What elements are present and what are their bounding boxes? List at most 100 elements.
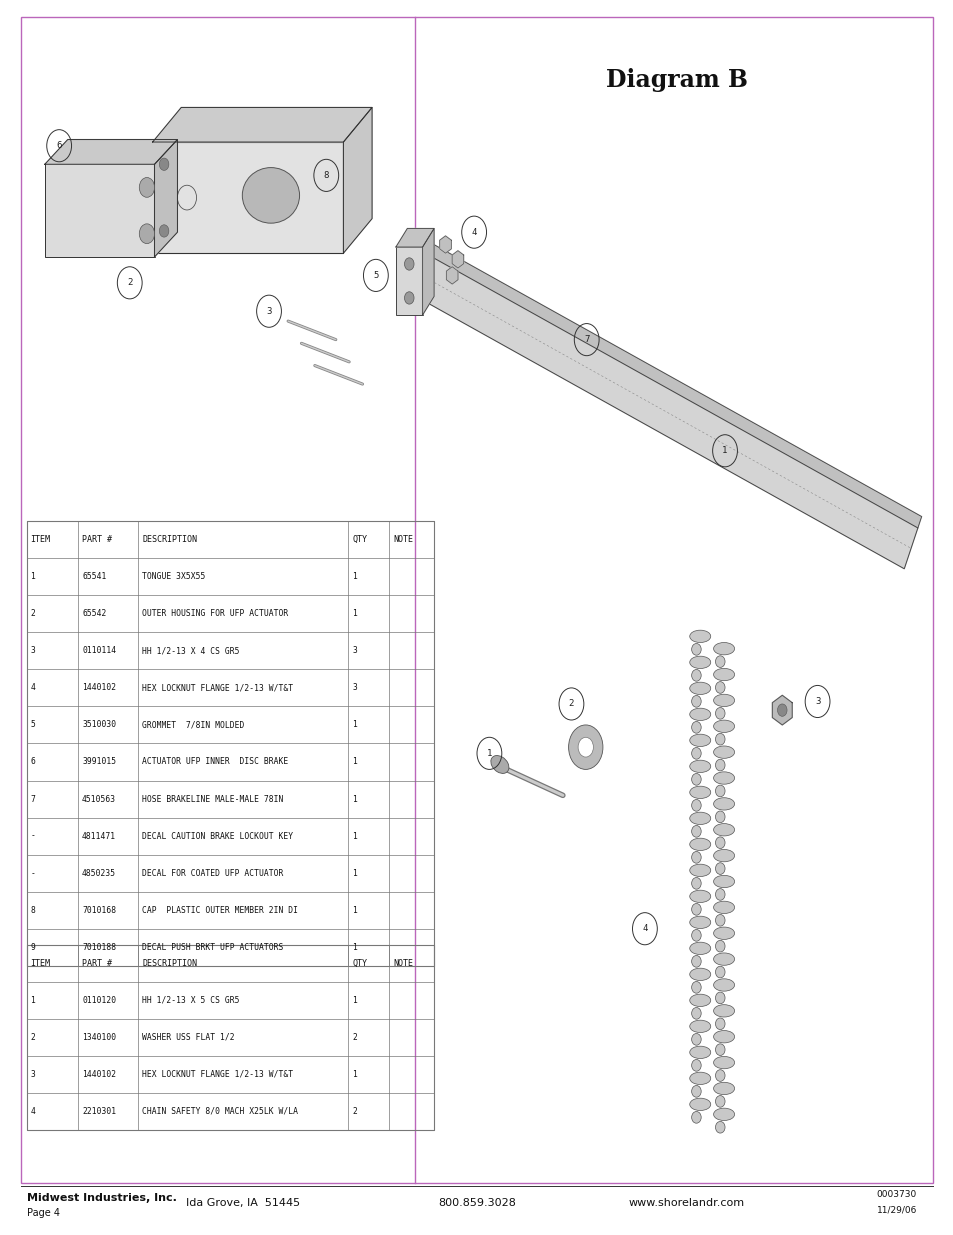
Text: PART #: PART # [82, 958, 112, 968]
Ellipse shape [713, 642, 734, 655]
Ellipse shape [689, 682, 710, 694]
Text: 3: 3 [30, 1070, 35, 1079]
Ellipse shape [715, 760, 724, 771]
Ellipse shape [689, 1020, 710, 1032]
Text: Midwest Industries, Inc.: Midwest Industries, Inc. [27, 1193, 176, 1203]
Ellipse shape [713, 1082, 734, 1094]
Text: HEX LOCKNUT FLANGE 1/2-13 W/T&T: HEX LOCKNUT FLANGE 1/2-13 W/T&T [142, 1070, 293, 1079]
Text: 1: 1 [352, 720, 356, 730]
Text: 1: 1 [721, 446, 727, 456]
Text: WASHER USS FLAT 1/2: WASHER USS FLAT 1/2 [142, 1032, 234, 1042]
Text: TONGUE 3X5X55: TONGUE 3X5X55 [142, 572, 205, 582]
Ellipse shape [715, 682, 724, 693]
Text: CHAIN SAFETY 8/0 MACH X25LK W/LA: CHAIN SAFETY 8/0 MACH X25LK W/LA [142, 1107, 298, 1116]
Ellipse shape [713, 1056, 734, 1068]
Ellipse shape [713, 1030, 734, 1042]
Circle shape [159, 158, 169, 170]
Text: 3: 3 [352, 646, 356, 656]
Text: Page 4: Page 4 [27, 1208, 60, 1218]
Circle shape [578, 737, 593, 757]
Text: 7010188: 7010188 [82, 942, 116, 952]
Ellipse shape [689, 968, 710, 981]
Text: PART #: PART # [82, 535, 112, 545]
Text: 4811471: 4811471 [82, 831, 116, 841]
Polygon shape [446, 267, 457, 284]
Text: 65542: 65542 [82, 609, 107, 619]
Polygon shape [408, 251, 917, 569]
Text: 0003730: 0003730 [876, 1189, 916, 1199]
Ellipse shape [689, 1072, 710, 1084]
Text: 65541: 65541 [82, 572, 107, 582]
Ellipse shape [242, 168, 299, 224]
Text: 3: 3 [30, 646, 35, 656]
Ellipse shape [713, 798, 734, 810]
Ellipse shape [713, 746, 734, 758]
Text: 1: 1 [486, 748, 492, 758]
Bar [45, 164, 154, 257]
Text: NOTE: NOTE [393, 958, 413, 968]
Ellipse shape [689, 1046, 710, 1058]
Text: 800.859.3028: 800.859.3028 [437, 1198, 516, 1208]
Ellipse shape [691, 825, 700, 837]
Text: GROMMET  7/8IN MOLDED: GROMMET 7/8IN MOLDED [142, 720, 244, 730]
Ellipse shape [715, 940, 724, 952]
Text: 3991015: 3991015 [82, 757, 116, 767]
Ellipse shape [715, 966, 724, 978]
Text: HH 1/2-13 X 5 CS GR5: HH 1/2-13 X 5 CS GR5 [142, 995, 239, 1005]
Text: 1: 1 [352, 1070, 356, 1079]
Text: HOSE BRAKELINE MALE-MALE 78IN: HOSE BRAKELINE MALE-MALE 78IN [142, 794, 283, 804]
Ellipse shape [689, 787, 710, 799]
Text: www.shorelandr.com: www.shorelandr.com [628, 1198, 744, 1208]
Ellipse shape [689, 813, 710, 825]
Text: -: - [30, 868, 35, 878]
Circle shape [404, 291, 414, 304]
Text: 9: 9 [30, 942, 35, 952]
Ellipse shape [715, 656, 724, 667]
Text: 4510563: 4510563 [82, 794, 116, 804]
Ellipse shape [713, 720, 734, 732]
Text: HEX LOCKNUT FLANGE 1/2-13 W/T&T: HEX LOCKNUT FLANGE 1/2-13 W/T&T [142, 683, 293, 693]
Ellipse shape [691, 695, 700, 708]
Ellipse shape [713, 850, 734, 862]
Text: 1440102: 1440102 [82, 683, 116, 693]
Ellipse shape [689, 864, 710, 877]
Ellipse shape [691, 1034, 700, 1045]
Text: 1: 1 [30, 995, 35, 1005]
Text: 8: 8 [30, 905, 35, 915]
Text: 6: 6 [30, 757, 35, 767]
Ellipse shape [713, 1005, 734, 1018]
Bar [27, 945, 434, 1130]
Ellipse shape [491, 756, 508, 773]
Text: 1: 1 [30, 572, 35, 582]
Bar [395, 247, 422, 315]
Ellipse shape [715, 708, 724, 719]
Text: QTY: QTY [352, 958, 367, 968]
Ellipse shape [689, 942, 710, 955]
Ellipse shape [691, 1112, 700, 1123]
Ellipse shape [689, 994, 710, 1007]
Ellipse shape [715, 734, 724, 745]
Ellipse shape [689, 630, 710, 642]
Ellipse shape [715, 1095, 724, 1108]
Polygon shape [343, 107, 372, 253]
Text: 1: 1 [352, 609, 356, 619]
Polygon shape [772, 695, 791, 725]
Polygon shape [421, 240, 921, 527]
Text: 5: 5 [373, 270, 378, 280]
Text: 1: 1 [352, 757, 356, 767]
Text: 4: 4 [641, 924, 647, 934]
Ellipse shape [713, 824, 734, 836]
Ellipse shape [691, 878, 700, 889]
Ellipse shape [715, 785, 724, 797]
Ellipse shape [713, 902, 734, 914]
Circle shape [159, 225, 169, 237]
Text: ITEM: ITEM [30, 535, 51, 545]
Ellipse shape [713, 668, 734, 680]
Polygon shape [452, 251, 463, 268]
Text: 1: 1 [352, 905, 356, 915]
Ellipse shape [691, 982, 700, 993]
Text: Ida Grove, IA  51445: Ida Grove, IA 51445 [186, 1198, 300, 1208]
Text: QTY: QTY [352, 535, 367, 545]
Ellipse shape [715, 1070, 724, 1082]
Ellipse shape [689, 1098, 710, 1110]
